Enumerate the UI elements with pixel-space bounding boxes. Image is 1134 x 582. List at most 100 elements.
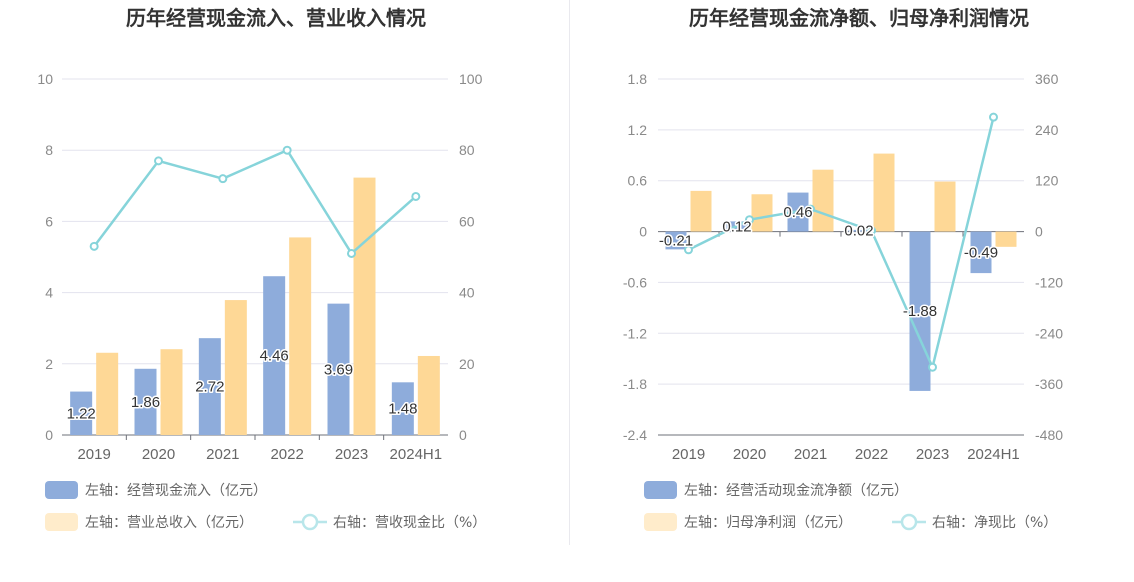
- line-series: [687, 116, 995, 372]
- y-left-tick-label: 4: [45, 285, 53, 301]
- x-tick-label: 2023: [335, 446, 368, 463]
- bar-series-2: [690, 190, 712, 232]
- y-left-tick-label: 0.6: [628, 173, 648, 189]
- y-right-tick-label: 20: [459, 356, 475, 372]
- legend-label: 左轴：经营活动现金流净额（亿元）: [684, 483, 908, 499]
- legend-line-marker: [301, 513, 319, 531]
- y-left-tick-label: 2: [45, 356, 53, 372]
- legend-bar1-swatch: [45, 481, 78, 499]
- bar-series-1: [848, 229, 870, 232]
- bar-data-label: 1.86: [131, 394, 160, 411]
- legend-label: 左轴：归母净利润（亿元）: [684, 514, 852, 531]
- y-right-tick-label: -240: [1035, 325, 1063, 341]
- y-right-tick-label: 0: [1035, 224, 1043, 240]
- y-left-tick-label: 0: [45, 427, 53, 443]
- y-left-tick-label: 1.2: [628, 122, 648, 138]
- bar-series-2: [873, 153, 895, 232]
- y-left-tick-label: 8: [45, 142, 53, 158]
- y-left-tick-label: -2.4: [623, 427, 647, 443]
- bar-series-1: [970, 231, 992, 274]
- line-point: [89, 241, 99, 251]
- legend-label: 右轴：净现比（%）: [932, 515, 1057, 531]
- bar-series-2: [417, 355, 440, 435]
- legend-label: 右轴：营收现金比（%）: [333, 515, 486, 531]
- bar-series-2: [224, 300, 247, 435]
- bar-data-label: 0.46: [783, 204, 812, 221]
- y-right-tick-label: 60: [459, 213, 475, 229]
- bar-series-2: [289, 237, 312, 435]
- y-right-tick-label: 240: [1035, 122, 1059, 138]
- x-tick-label: 2022: [855, 446, 888, 463]
- line-series: [93, 148, 417, 256]
- x-tick-label: 2024H1: [390, 446, 443, 463]
- line-point: [282, 145, 292, 155]
- y-right-tick-label: 360: [1035, 71, 1059, 87]
- line-point: [347, 248, 356, 258]
- bar-data-label: 3.69: [324, 361, 353, 378]
- y-left-tick-label: 0: [639, 224, 647, 240]
- y-left-tick-label: -1.2: [623, 325, 647, 341]
- y-left-tick-label: 10: [37, 71, 53, 87]
- legend-line-marker: [900, 513, 918, 531]
- bar-series-2: [96, 352, 119, 435]
- y-right-tick-label: 120: [1035, 173, 1059, 189]
- x-tick-label: 2021: [206, 446, 239, 463]
- y-right-tick-label: -480: [1035, 427, 1063, 443]
- line-point: [218, 174, 228, 184]
- bar-series-2: [160, 349, 183, 435]
- line-point: [867, 226, 876, 236]
- bar-series-1: [134, 368, 157, 435]
- legend-label: 左轴：营业总收入（亿元）: [85, 515, 253, 531]
- y-right-tick-label: -360: [1035, 376, 1063, 392]
- line-point: [806, 204, 815, 214]
- line-point: [989, 112, 998, 122]
- bar-data-label: 0.02: [844, 223, 873, 240]
- bar-series-1: [327, 303, 350, 435]
- chart-title: 历年经营现金流净额、归母净利润情况: [689, 6, 1029, 30]
- bar-series-2: [751, 194, 773, 232]
- bar-data-label: 2.72: [195, 379, 224, 396]
- y-left-tick-label: -1.8: [623, 376, 647, 392]
- x-tick-label: 2023: [916, 446, 949, 463]
- legend-bar2-swatch: [45, 513, 78, 531]
- chart-panel-left: 历年经营现金流入、营业收入情况 0 0 2 20 4 40 6 60 8 80 10 100 2019 20…: [37, 6, 486, 531]
- bar-data-label: -0.49: [964, 244, 998, 261]
- x-tick-label: 2020: [733, 446, 766, 463]
- line-point: [745, 215, 754, 225]
- y-right-tick-label: 80: [459, 142, 475, 158]
- legend-label: 左轴：经营现金流入（亿元）: [85, 483, 267, 499]
- bar-series-2: [995, 231, 1017, 247]
- bar-series-2: [934, 181, 956, 232]
- line-point: [928, 362, 937, 372]
- y-left-tick-label: 1.8: [628, 71, 648, 87]
- legend-bar2-swatch: [644, 513, 677, 531]
- y-left-tick-label: 6: [45, 213, 53, 229]
- legend-bar1-swatch: [644, 481, 677, 499]
- chart-left-svg: 历年经营现金流入、营业收入情况 0 0 2 20 4 40 6 60 8 80 10 100 2019 20…: [37, 6, 486, 531]
- x-tick-label: 2020: [142, 446, 175, 463]
- chart-panel-right: 历年经营现金流净额、归母净利润情况 -2.4 -480 -1.8 -360 -1.2 -24…: [572, 0, 1134, 582]
- bar-data-label: 4.46: [260, 348, 289, 365]
- x-tick-label: 2022: [270, 446, 303, 463]
- bar-data-label: -1.88: [903, 303, 937, 320]
- x-tick-label: 2019: [77, 446, 110, 463]
- x-tick-label: 2024H1: [967, 446, 1020, 463]
- x-tick-label: 2021: [794, 446, 827, 463]
- y-right-tick-label: 100: [459, 71, 483, 87]
- y-right-tick-label: 40: [459, 285, 475, 301]
- bar-series-1: [198, 338, 221, 435]
- y-right-tick-label: 0: [459, 427, 467, 443]
- bar-data-label: 1.48: [388, 401, 417, 418]
- bar-series-1: [70, 391, 93, 435]
- x-tick-label: 2019: [672, 446, 705, 463]
- line-point: [411, 191, 421, 201]
- chart-right-svg: 历年经营现金流净额、归母净利润情况 -2.4 -480 -1.8 -360 -1.2 -24…: [623, 6, 1063, 531]
- bar-series-2: [812, 169, 834, 232]
- bar-series-1: [665, 231, 687, 250]
- bar-data-label: -0.21: [659, 232, 693, 249]
- line-point: [154, 156, 163, 166]
- y-right-tick-label: -120: [1035, 274, 1063, 290]
- bar-data-label: 0.12: [722, 218, 751, 235]
- y-left-tick-label: -0.6: [623, 274, 647, 290]
- chart-title: 历年经营现金流入、营业收入情况: [126, 6, 426, 30]
